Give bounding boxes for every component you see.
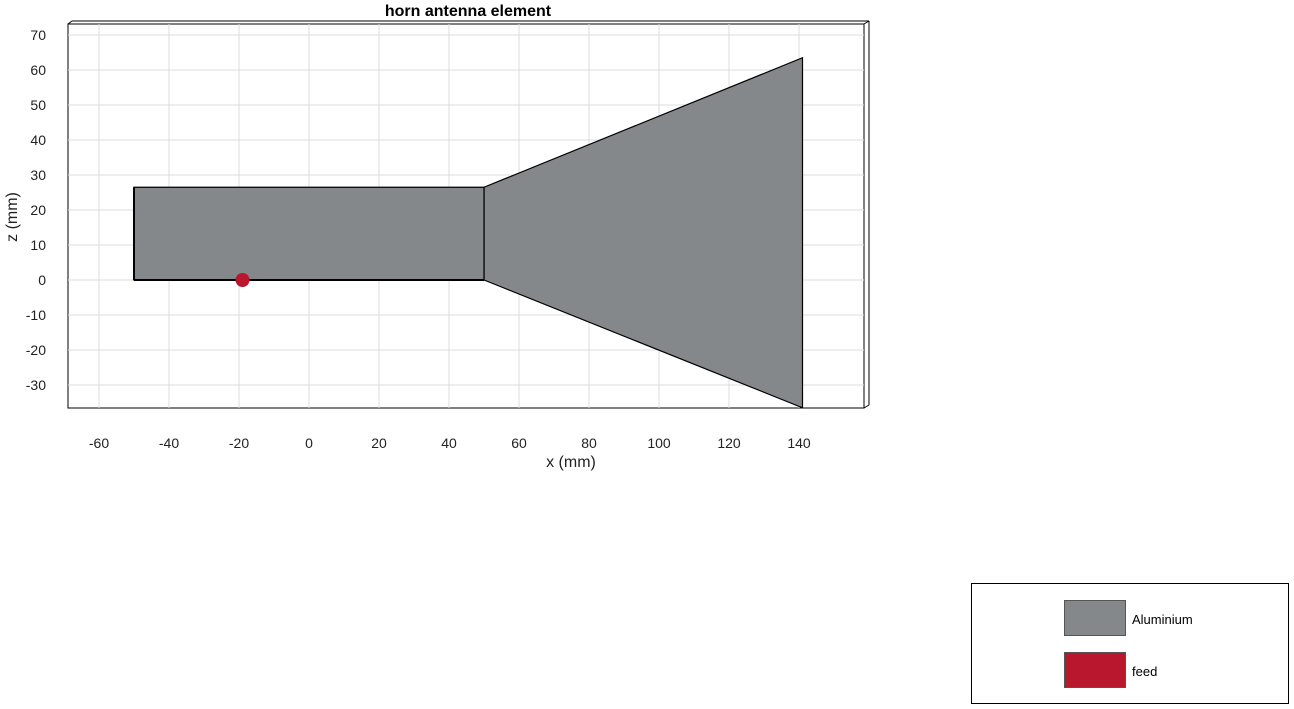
legend: Aluminium feed xyxy=(971,583,1289,704)
y-tick-label: -30 xyxy=(26,377,46,393)
x-tick-labels: -60 -40 -20 0 20 40 60 80 100 120 140 xyxy=(89,435,811,451)
x-axis-label: x (mm) xyxy=(546,454,596,471)
y-tick-label: 20 xyxy=(30,202,46,218)
chart-title: horn antenna element xyxy=(385,3,552,20)
axes-box-depth xyxy=(67,20,870,409)
x-tick-label: -60 xyxy=(89,435,109,451)
y-tick-label: 50 xyxy=(30,97,46,113)
y-axis-label: z (mm) xyxy=(4,192,21,242)
y-tick-label: 70 xyxy=(30,27,46,43)
x-tick-label: -20 xyxy=(229,435,249,451)
x-tick-label: 100 xyxy=(647,435,671,451)
legend-label-feed: feed xyxy=(1132,664,1158,679)
legend-label-aluminium: Aluminium xyxy=(1132,612,1193,627)
x-tick-label: 120 xyxy=(717,435,741,451)
x-tick-label: 20 xyxy=(371,435,387,451)
feed-point xyxy=(235,273,250,287)
legend-swatch-aluminium xyxy=(1064,600,1126,636)
antenna-geometry xyxy=(133,56,804,409)
y-tick-label: 40 xyxy=(30,132,46,148)
y-tick-label: -10 xyxy=(26,307,46,323)
x-tick-label: 140 xyxy=(787,435,811,451)
x-tick-label: 0 xyxy=(305,435,313,451)
waveguide-body xyxy=(133,186,485,281)
y-tick-label: 30 xyxy=(30,167,46,183)
y-tick-labels: 70 60 50 40 30 20 10 0 -10 -20 -30 xyxy=(26,27,46,393)
y-tick-label: 10 xyxy=(30,237,46,253)
y-tick-label: -20 xyxy=(26,342,46,358)
x-tick-label: 40 xyxy=(441,435,457,451)
x-tick-label: 60 xyxy=(511,435,527,451)
y-tick-label: 0 xyxy=(38,272,46,288)
legend-swatch-feed xyxy=(1064,652,1126,688)
x-tick-label: 80 xyxy=(581,435,597,451)
y-tick-label: 60 xyxy=(30,62,46,78)
x-tick-label: -40 xyxy=(159,435,179,451)
